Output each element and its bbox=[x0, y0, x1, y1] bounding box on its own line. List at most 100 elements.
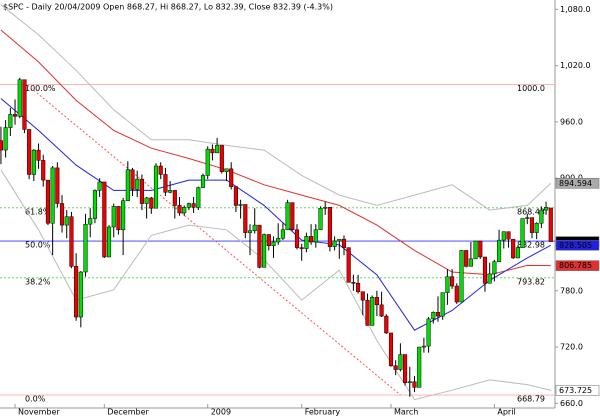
candle-body bbox=[388, 332, 394, 367]
candle-body bbox=[17, 79, 22, 117]
candle-body bbox=[299, 247, 304, 249]
candle-body bbox=[139, 178, 144, 204]
candle-body bbox=[435, 312, 441, 317]
fib-percent: 50.0% bbox=[25, 241, 51, 250]
candle-body bbox=[421, 345, 426, 348]
candle-body bbox=[106, 226, 112, 258]
candle-body bbox=[111, 206, 116, 228]
candle-body bbox=[102, 181, 107, 258]
indicator-line bbox=[0, 98, 552, 331]
candle-body bbox=[370, 297, 375, 326]
candle-body bbox=[351, 282, 356, 284]
candle-body bbox=[360, 291, 365, 301]
price-marker-label: 828.505 bbox=[559, 241, 592, 250]
candle-body bbox=[539, 209, 544, 224]
fib-percent: 100.0% bbox=[25, 84, 56, 93]
price-marker-label: 806.785 bbox=[559, 261, 592, 270]
candle-body bbox=[266, 234, 271, 246]
candle-body bbox=[276, 237, 281, 243]
candle-body bbox=[346, 247, 351, 283]
candle-body bbox=[468, 258, 473, 267]
trend-line bbox=[24, 82, 401, 396]
candle-body bbox=[64, 216, 69, 226]
candle-body bbox=[398, 354, 403, 370]
candle-body bbox=[327, 207, 332, 247]
x-tick-label: 2009 bbox=[211, 408, 231, 416]
candle-body bbox=[41, 160, 46, 181]
candle-body bbox=[482, 256, 488, 284]
candle-body bbox=[529, 217, 535, 233]
candle-body bbox=[205, 148, 210, 176]
fib-value: 668.79 bbox=[517, 395, 545, 404]
y-tick-label: 1,080.0 bbox=[560, 5, 591, 14]
candle-body bbox=[473, 240, 478, 260]
candle-body bbox=[78, 271, 83, 318]
candle-body bbox=[83, 223, 88, 273]
candle-body bbox=[365, 299, 370, 326]
candle-body bbox=[285, 202, 290, 231]
candle-body bbox=[121, 200, 126, 231]
candle-body bbox=[210, 148, 215, 154]
candle-body bbox=[525, 217, 530, 219]
candle-body bbox=[55, 167, 60, 204]
candle-body bbox=[92, 190, 97, 219]
candle-body bbox=[548, 207, 553, 242]
candle-body bbox=[403, 354, 408, 383]
candle-body bbox=[186, 203, 191, 208]
candle-body bbox=[88, 218, 93, 225]
price-marker bbox=[555, 240, 600, 251]
candle-body bbox=[8, 114, 13, 128]
candle-body bbox=[219, 145, 224, 172]
candle-body bbox=[393, 365, 398, 370]
indicator-line bbox=[0, 4, 552, 211]
candle-body bbox=[196, 187, 201, 208]
fib-value: 832.98 bbox=[517, 241, 545, 250]
candle-body bbox=[200, 175, 206, 188]
price-marker bbox=[555, 260, 600, 271]
candle-body bbox=[440, 292, 445, 317]
candle-body bbox=[22, 79, 27, 130]
fib-value: 1000.0 bbox=[517, 84, 545, 93]
candle-body bbox=[74, 266, 79, 318]
candle-body bbox=[374, 297, 379, 306]
candle-body bbox=[520, 218, 525, 248]
fib-value: 793.82 bbox=[517, 277, 545, 286]
candle-body bbox=[341, 238, 347, 248]
chart-title: $SPC - Daily 20/04/2009 Open 868.27, Hi … bbox=[3, 3, 333, 12]
indicator-line bbox=[0, 29, 551, 276]
candle-body bbox=[487, 273, 492, 284]
candle-body bbox=[356, 283, 361, 292]
price-marker bbox=[555, 178, 600, 189]
candle-body bbox=[332, 240, 337, 247]
candle-body bbox=[379, 304, 384, 317]
candle-body bbox=[492, 261, 497, 275]
candle-body bbox=[497, 239, 502, 262]
y-tick-label: 780.0 bbox=[560, 286, 583, 295]
x-tick-label: November bbox=[18, 408, 60, 416]
price-marker-label: 894.594 bbox=[559, 179, 592, 188]
candle-body bbox=[431, 312, 436, 320]
candle-body bbox=[515, 247, 520, 259]
candle-body bbox=[501, 231, 506, 241]
candle-body bbox=[0, 140, 3, 151]
candle-body bbox=[50, 167, 55, 224]
candle-body bbox=[135, 178, 140, 190]
candle-body bbox=[412, 381, 417, 388]
candle-body bbox=[426, 318, 431, 347]
y-tick-label: 960.0 bbox=[560, 117, 583, 126]
candle-body bbox=[163, 174, 168, 193]
candle-body bbox=[158, 165, 163, 175]
price-marker-label: 673.725 bbox=[559, 386, 592, 395]
candle-body bbox=[177, 205, 182, 214]
candle-body bbox=[337, 238, 342, 242]
candle-body bbox=[27, 129, 32, 175]
x-tick-label: April bbox=[497, 408, 515, 416]
fib-percent: 38.2% bbox=[25, 277, 51, 286]
x-tick-label: March bbox=[394, 408, 418, 416]
price-marker bbox=[555, 385, 600, 396]
candle-body bbox=[271, 241, 276, 246]
candle-body bbox=[45, 179, 50, 224]
candle-body bbox=[36, 149, 41, 161]
candle-body bbox=[69, 216, 74, 267]
candle-body bbox=[168, 190, 173, 193]
